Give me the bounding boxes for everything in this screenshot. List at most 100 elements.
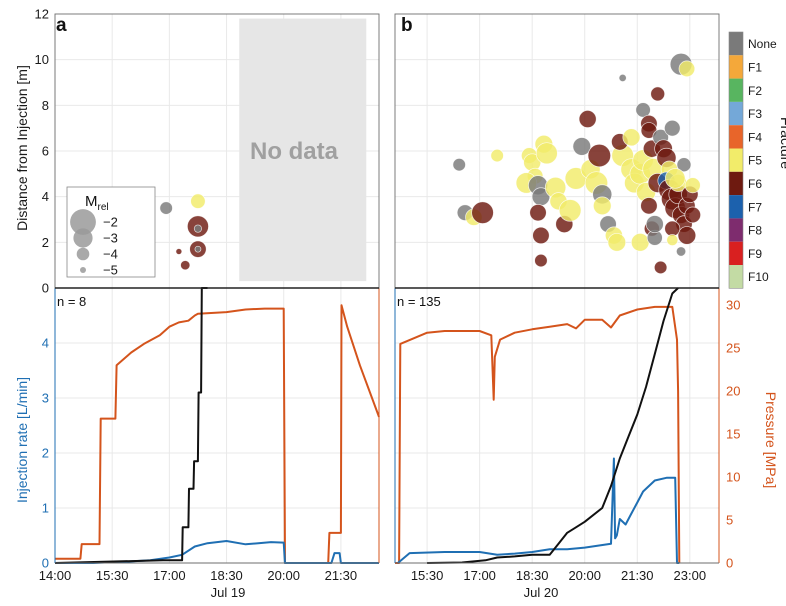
distance-axis-label: Distance from Injection [m] — [14, 65, 30, 231]
legend-size-marker — [80, 267, 86, 273]
panel-b-bottom-bg — [395, 288, 719, 563]
no-data-region — [239, 18, 367, 282]
event-marker — [452, 158, 466, 172]
colorbar-swatch — [729, 125, 743, 149]
panel-a-count: n = 8 — [57, 294, 86, 309]
distance-tick-label: 8 — [42, 98, 49, 113]
event-marker — [635, 102, 651, 118]
event-marker — [534, 253, 548, 268]
event-marker — [622, 128, 641, 147]
distance-tick-label: 0 — [42, 281, 49, 296]
event-marker — [676, 246, 687, 257]
event-marker — [684, 206, 701, 224]
event-marker — [587, 143, 611, 168]
no-data-text: No data — [250, 138, 339, 165]
distance-tick-label: 10 — [35, 52, 49, 67]
event-marker — [193, 224, 202, 233]
distance-tick-label: 4 — [42, 189, 49, 204]
colorbar-swatch — [729, 148, 743, 172]
event-marker — [490, 148, 504, 163]
event-marker — [194, 245, 202, 253]
colorbar-label: F1 — [748, 60, 762, 74]
time-tick-label: 17:00 — [463, 568, 496, 583]
injection-rate-series — [397, 457, 680, 564]
colorbar-label: F2 — [748, 84, 762, 98]
time-tick-label: 20:00 — [568, 568, 601, 583]
colorbar-label: F10 — [748, 270, 769, 284]
distance-tick-label: 2 — [42, 235, 49, 250]
legend-size-label: −5 — [103, 263, 118, 278]
colorbar-frame — [728, 31, 744, 289]
pressure-series — [55, 304, 380, 564]
panel-b-count: n = 135 — [397, 294, 441, 309]
rate-tick-label: 0 — [42, 556, 49, 571]
rate-tick-label: 2 — [42, 446, 49, 461]
event-marker — [558, 199, 582, 222]
event-marker — [664, 220, 681, 237]
pressure-tick-label: 0 — [726, 556, 733, 571]
event-marker — [630, 233, 650, 252]
legend-size-label: −2 — [103, 215, 118, 230]
event-marker — [645, 215, 664, 234]
event-marker — [578, 110, 597, 128]
size-legend: Mrel −2−3−4−5 — [66, 186, 156, 278]
pressure-tick-label: 20 — [726, 384, 740, 399]
colorbar-label: None — [748, 37, 777, 51]
rate-tick-label: 3 — [42, 391, 49, 406]
pressure-tick-label: 30 — [726, 298, 740, 313]
rate-axis-label: Injection rate [L/min] — [14, 377, 30, 503]
pressure-tick-label: 25 — [726, 341, 740, 356]
event-marker — [532, 226, 550, 245]
event-marker — [607, 233, 627, 252]
time-tick-label: 21:30 — [325, 568, 358, 583]
event-marker — [664, 168, 686, 189]
event-marker — [529, 203, 547, 222]
cumulative-events-series — [54, 287, 208, 564]
legend-size-marker — [70, 209, 96, 235]
colorbar-swatch — [729, 171, 743, 196]
event-marker — [684, 177, 701, 194]
panel-a-label: a — [56, 15, 67, 36]
colorbar-swatch — [729, 265, 743, 289]
colorbar-swatch — [729, 55, 743, 79]
pressure-tick-label: 5 — [726, 513, 733, 528]
rate-tick-label: 4 — [42, 336, 49, 351]
time-tick-label: 17:00 — [153, 568, 186, 583]
colorbar-label: F5 — [748, 154, 762, 168]
pressure-series — [395, 305, 681, 564]
time-tick-label: 18:30 — [210, 568, 243, 583]
panel-b-label: b — [401, 15, 413, 36]
legend-size-label: −4 — [103, 247, 118, 262]
event-marker — [664, 119, 681, 137]
rate-tick-label: 1 — [42, 501, 49, 516]
time-tick-label: 18:30 — [516, 568, 549, 583]
colorbar-label: Fracture — [778, 117, 786, 169]
event-marker — [592, 196, 612, 216]
time-tick-label: 15:30 — [96, 568, 129, 583]
colorbar-swatch — [729, 218, 743, 242]
colorbar-swatch — [729, 101, 743, 126]
panel-b-date: Jul 20 — [524, 585, 559, 600]
legend-title: Mrel — [85, 193, 109, 213]
colorbar-label: F3 — [748, 107, 762, 121]
colorbar-swatch — [729, 195, 743, 219]
colorbar-swatch — [729, 78, 743, 102]
fracture-colorbar: None F1 F2 F3 F4 F5 F6 F7 F8 F9 F10 — [728, 31, 777, 289]
colorbar-label: F6 — [748, 177, 762, 191]
cumulative-events-series — [427, 287, 679, 564]
colorbar-label: F4 — [748, 130, 762, 144]
distance-tick-label: 6 — [42, 144, 49, 159]
event-marker — [666, 234, 679, 246]
event-marker — [180, 260, 191, 271]
event-marker — [618, 73, 627, 82]
time-tick-label: 14:00 — [39, 568, 72, 583]
colorbar-swatch — [729, 241, 743, 265]
event-marker — [677, 226, 697, 245]
colorbar-label: F7 — [748, 200, 762, 214]
distance-tick-label: 12 — [35, 7, 49, 22]
time-tick-label: 23:00 — [674, 568, 707, 583]
time-tick-label: 15:30 — [411, 568, 444, 583]
legend-size-marker — [76, 247, 90, 261]
event-marker — [159, 201, 173, 215]
event-marker — [572, 137, 592, 156]
